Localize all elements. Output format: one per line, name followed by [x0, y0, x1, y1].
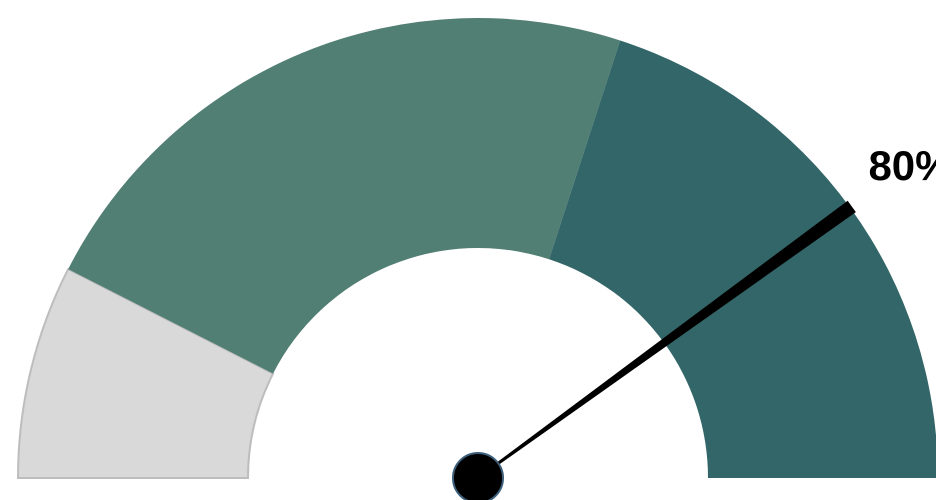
gauge-band-2: [68, 17, 621, 374]
gauge-needle-group: [452, 200, 856, 500]
gauge-value-label: 80%: [868, 142, 936, 189]
gauge-band-3: [549, 40, 936, 478]
gauge-band-1: [16, 267, 275, 479]
gauge-bands: [16, 17, 936, 479]
gauge-hub: [452, 452, 504, 500]
gauge-needle: [477, 200, 856, 479]
